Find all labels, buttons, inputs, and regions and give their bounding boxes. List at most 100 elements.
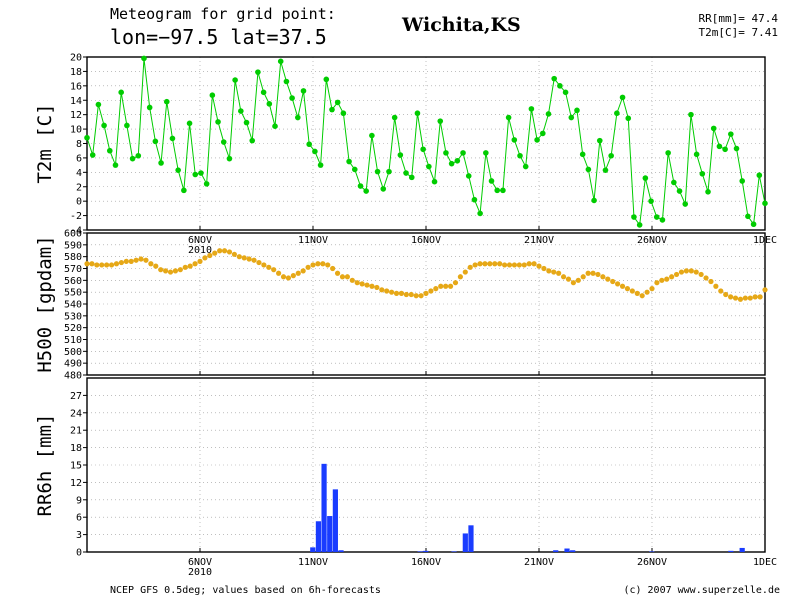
data-point <box>710 125 717 132</box>
data-point <box>443 150 449 156</box>
data-point <box>207 252 213 259</box>
data-point <box>129 155 136 162</box>
data-point <box>408 291 414 298</box>
data-point <box>175 167 181 173</box>
data-point <box>276 270 282 276</box>
data-point <box>683 268 689 274</box>
data-point <box>349 277 355 283</box>
data-point <box>605 276 611 282</box>
data-point <box>482 261 488 267</box>
data-point <box>212 250 218 256</box>
data-point <box>203 181 210 187</box>
data-point <box>280 274 287 280</box>
y-tick-label: 24 <box>70 408 82 419</box>
y-tick-label: 15 <box>70 461 82 472</box>
data-point <box>521 262 527 268</box>
data-point <box>615 281 621 287</box>
y-axis-label: RR6h [mm] <box>34 414 56 517</box>
data-point <box>688 111 694 118</box>
data-point <box>354 280 360 286</box>
footer-credit: (c) 2007 www.superzelle.de <box>623 585 780 596</box>
precip-bar <box>728 550 734 552</box>
data-point <box>300 268 306 274</box>
data-point <box>374 284 380 291</box>
y-tick-label: -2 <box>70 211 82 222</box>
data-point <box>678 269 685 275</box>
data-point <box>339 274 346 280</box>
data-point <box>89 261 95 267</box>
data-point <box>323 76 330 83</box>
data-point <box>255 69 261 75</box>
x-tick-label: 21NOV <box>524 235 554 246</box>
data-point <box>462 269 468 275</box>
data-point <box>608 152 614 159</box>
y-tick-label: 4 <box>76 168 82 179</box>
data-point <box>541 265 547 272</box>
data-point <box>290 273 296 279</box>
data-point <box>659 277 665 283</box>
y-tick-label: 8 <box>76 139 82 150</box>
data-point <box>403 170 409 176</box>
data-point <box>391 114 398 121</box>
data-point <box>610 278 616 285</box>
data-point <box>653 214 660 220</box>
x-tick-label: 11NOV <box>298 557 328 568</box>
y-tick-label: 500 <box>64 347 82 358</box>
data-point <box>133 257 139 263</box>
x-tick-label: 26NOV <box>637 235 667 246</box>
data-point <box>723 291 729 298</box>
data-point <box>181 187 187 194</box>
data-point <box>426 163 432 170</box>
data-point <box>698 271 704 278</box>
data-point <box>215 119 221 125</box>
data-point <box>271 267 277 273</box>
y-tick-label: 580 <box>64 252 82 263</box>
precip-bar <box>462 533 468 552</box>
data-point <box>143 257 149 263</box>
data-point <box>762 287 768 293</box>
y-tick-label: 0 <box>76 197 82 208</box>
data-point <box>177 267 183 273</box>
data-point <box>472 262 478 268</box>
precip-bar <box>315 521 322 552</box>
data-point <box>398 290 405 296</box>
data-point <box>454 158 461 164</box>
data-point <box>733 145 740 152</box>
data-point <box>413 293 419 299</box>
data-point <box>101 122 107 129</box>
y-tick-label: 10 <box>70 125 82 136</box>
data-point <box>752 294 758 300</box>
data-point <box>447 283 454 289</box>
precip-bar <box>649 551 655 552</box>
x-tick-label: 16NOV <box>411 235 441 246</box>
data-point <box>546 268 552 274</box>
y-tick-label: 20 <box>70 53 82 64</box>
data-point <box>634 290 640 296</box>
y-tick-label: 6 <box>76 153 82 164</box>
data-point <box>457 274 463 280</box>
data-point <box>649 286 655 292</box>
data-point <box>113 261 120 267</box>
data-point <box>118 259 124 266</box>
data-point <box>757 294 763 300</box>
data-point <box>568 114 575 121</box>
data-point <box>289 95 295 101</box>
data-point <box>128 258 134 264</box>
data-point <box>703 275 709 281</box>
y-tick-label: 14 <box>70 96 82 107</box>
data-point <box>534 137 540 143</box>
data-point <box>433 286 439 292</box>
data-point <box>312 148 318 155</box>
data-point <box>106 147 113 154</box>
data-point <box>545 111 552 117</box>
x-tick-label: 11NOV <box>298 235 328 246</box>
data-point <box>89 152 96 158</box>
y-tick-label: 520 <box>64 323 82 334</box>
data-point <box>631 214 637 220</box>
data-point <box>574 107 580 114</box>
data-point <box>437 118 444 124</box>
data-point <box>256 259 262 266</box>
data-point <box>708 278 714 285</box>
data-point <box>502 262 508 268</box>
data-point <box>762 200 768 207</box>
